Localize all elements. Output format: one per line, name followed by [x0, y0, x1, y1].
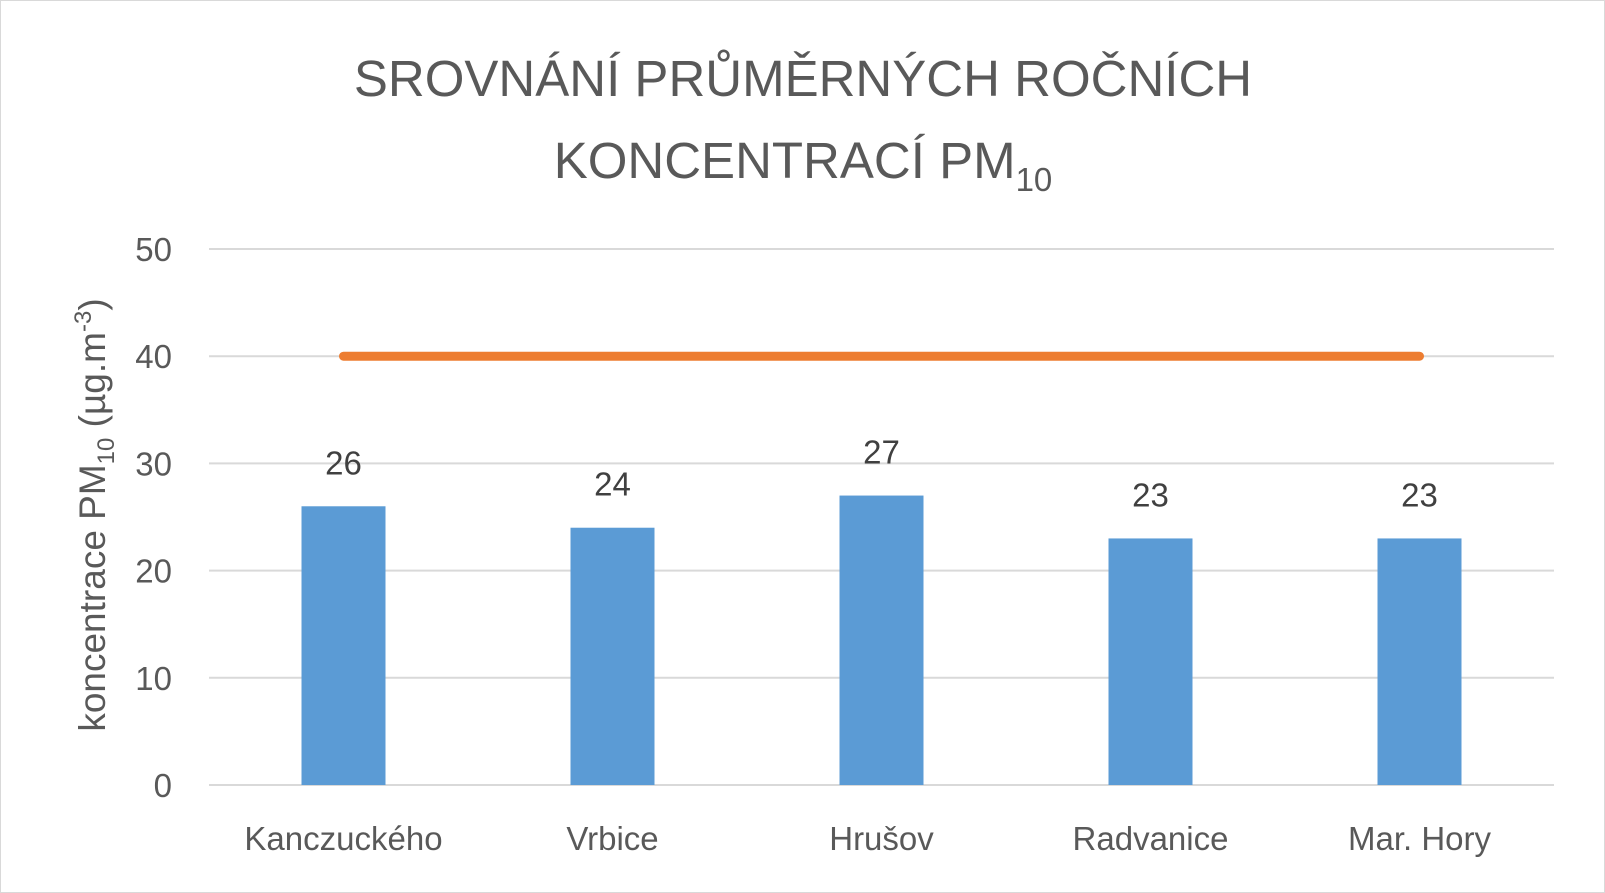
bar-value-label: 27 — [863, 434, 900, 471]
bar-value-label: 23 — [1401, 476, 1438, 513]
y-axis-label-close: ) — [72, 298, 113, 310]
x-category-label: Kanczuckého — [244, 820, 442, 857]
bar-value-label: 23 — [1132, 476, 1169, 513]
x-category-label: Mar. Hory — [1348, 820, 1492, 857]
chart-title-subscript: 10 — [1016, 161, 1053, 198]
y-axis-label-subscript: 10 — [93, 438, 120, 465]
y-tick-label: 20 — [135, 553, 172, 590]
y-tick-label: 10 — [135, 660, 172, 697]
bar — [1108, 538, 1193, 785]
x-category-label: Hrušov — [829, 820, 934, 857]
bar — [1377, 538, 1462, 785]
y-tick-label: 30 — [135, 445, 172, 482]
bar — [570, 527, 655, 785]
y-tick-labels: 0 10 20 30 40 50 — [135, 231, 172, 804]
chart-title-line1: SROVNÁNÍ PRŮMĚRNÝCH ROČNÍCH — [354, 49, 1252, 107]
bar-value-label: 26 — [325, 444, 362, 481]
bars — [301, 495, 1462, 785]
y-tick-label: 0 — [154, 767, 172, 804]
bar — [301, 506, 386, 785]
y-axis-label: koncentrace PM10 (µg.m-3) — [70, 298, 120, 731]
y-tick-label: 40 — [135, 338, 172, 375]
y-axis-label-unit: (µg.m — [72, 332, 113, 438]
x-category-label: Vrbice — [566, 820, 658, 857]
x-tick-labels: Kanczuckého Vrbice Hrušov Radvanice Mar. Hor… — [244, 820, 1491, 857]
chart-title-main: KONCENTRACÍ PM — [554, 132, 1016, 189]
y-tick-label: 50 — [135, 231, 172, 268]
y-axis-label-superscript: -3 — [70, 311, 97, 332]
bar-value-label: 24 — [594, 466, 631, 503]
chart-title-line2: KONCENTRACÍ PM10 — [554, 132, 1053, 198]
data-labels: 26 24 27 23 23 — [325, 434, 1438, 514]
bar — [839, 495, 924, 785]
x-category-label: Radvanice — [1073, 820, 1229, 857]
y-axis-label-main: koncentrace PM — [72, 464, 113, 731]
